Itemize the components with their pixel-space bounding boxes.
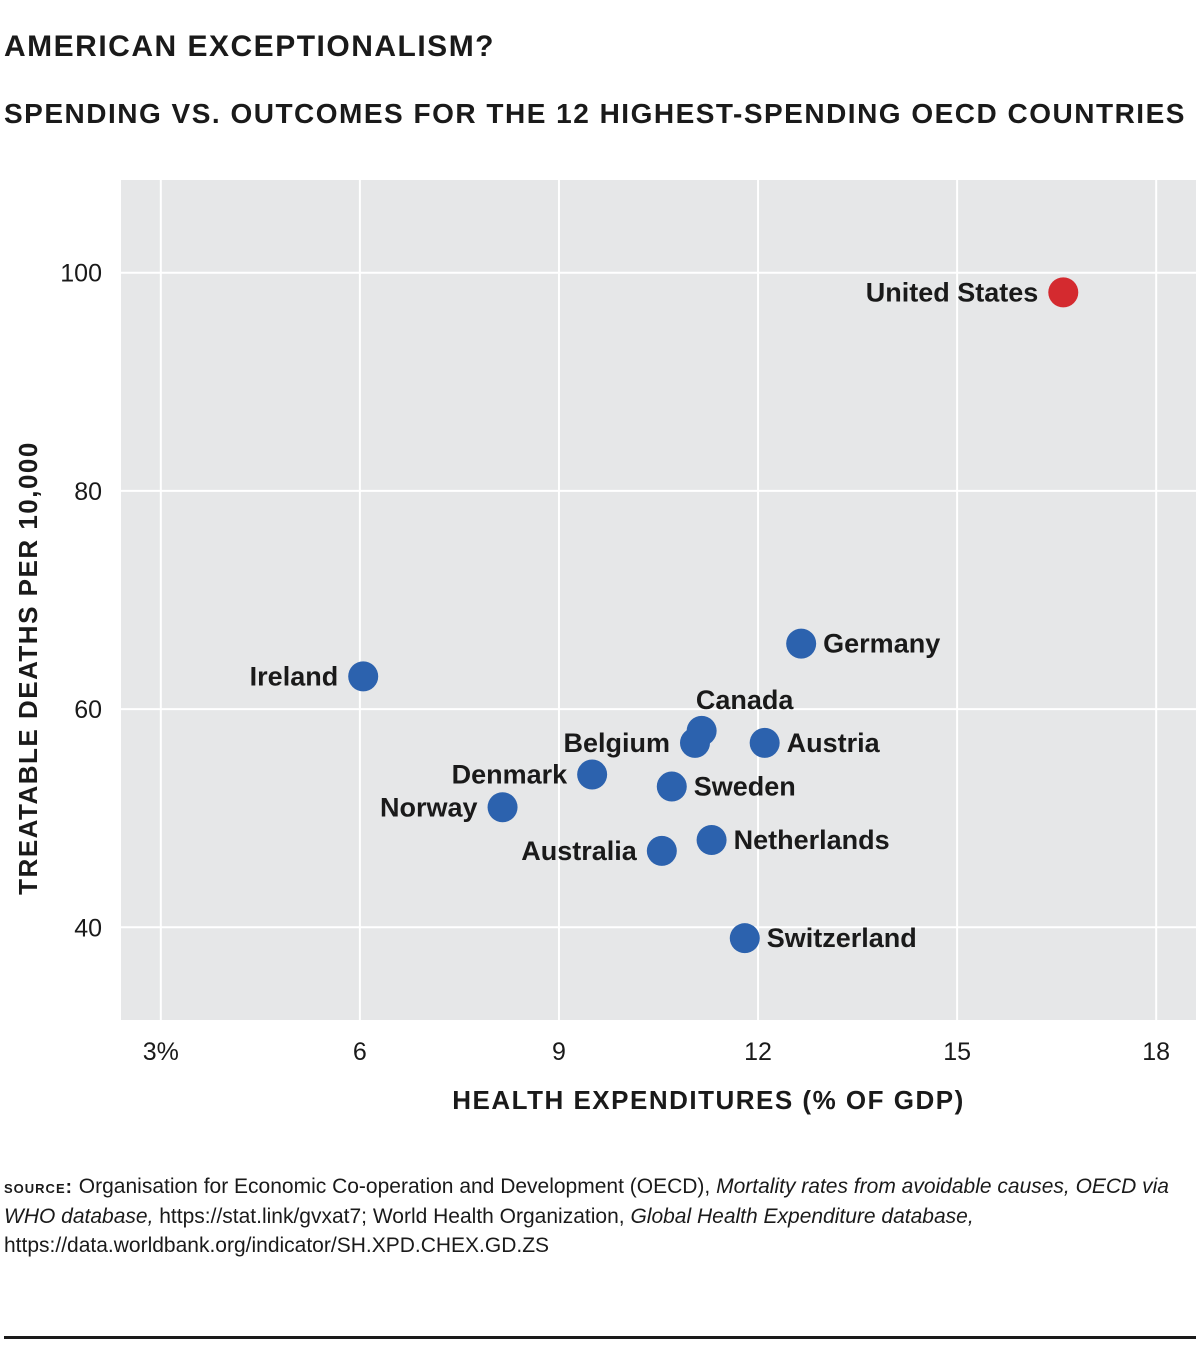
data-point <box>786 628 817 659</box>
plot-panel <box>121 180 1196 1020</box>
point-label: Australia <box>521 836 638 866</box>
y-tick-label: 40 <box>74 914 102 942</box>
x-tick-label: 6 <box>353 1038 367 1066</box>
source-text-2: https://stat.link/gvxat7; World Health O… <box>159 1205 625 1228</box>
x-tick-label: 3% <box>143 1038 179 1066</box>
x-tick-label: 12 <box>744 1038 772 1066</box>
point-label: Belgium <box>563 728 670 758</box>
source-text-3: https://data.worldbank.org/indicator/SH.… <box>4 1234 550 1257</box>
point-label: Switzerland <box>767 923 917 953</box>
data-point <box>646 835 677 866</box>
point-label: Austria <box>787 728 881 758</box>
source-label: source: <box>4 1177 73 1198</box>
point-label: Ireland <box>250 661 339 691</box>
x-tick-label: 15 <box>943 1038 971 1066</box>
point-label: Canada <box>696 685 795 715</box>
bottom-rule <box>4 1336 1196 1339</box>
source-note: source: Organisation for Economic Co-ope… <box>4 1172 1194 1260</box>
scatter-chart: 3% 6 9 12 15 18 40 60 80 100 HEALTH EXPENDITURES (… <box>13 180 1196 1115</box>
y-tick-label: 60 <box>74 696 102 724</box>
chart-subtitle: SPENDING VS. OUTCOMES FOR THE 12 HIGHEST… <box>4 98 1186 129</box>
data-point <box>749 727 780 758</box>
y-tick-label: 100 <box>60 260 102 288</box>
data-point <box>577 759 608 790</box>
x-axis-label: HEALTH EXPENDITURES (% OF GDP) <box>452 1085 965 1115</box>
data-point <box>656 771 687 802</box>
point-label: United States <box>866 277 1039 307</box>
chart-title: AMERICAN EXCEPTIONALISM? <box>4 30 496 63</box>
source-italic-1: Mortality rates from avoidable causes, O… <box>4 1175 1169 1228</box>
point-label: Netherlands <box>734 825 890 855</box>
source-italic-2: Global Health Expenditure database, <box>630 1205 974 1228</box>
point-label: Germany <box>823 629 940 659</box>
y-tick-label: 80 <box>74 478 102 506</box>
x-tick-label: 9 <box>552 1038 566 1066</box>
source-text-1: Organisation for Economic Co-operation a… <box>78 1175 711 1198</box>
data-point <box>696 825 727 855</box>
point-label: Sweden <box>694 772 796 802</box>
data-point <box>729 923 760 954</box>
data-point <box>487 792 518 823</box>
point-label: Denmark <box>452 760 569 790</box>
data-point <box>679 727 710 758</box>
highlight-point <box>1048 277 1079 308</box>
x-tick-label: 18 <box>1142 1038 1170 1066</box>
data-point <box>348 661 379 692</box>
y-axis-label: TREATABLE DEATHS PER 10,000 <box>13 441 43 895</box>
point-label: Norway <box>380 792 478 822</box>
